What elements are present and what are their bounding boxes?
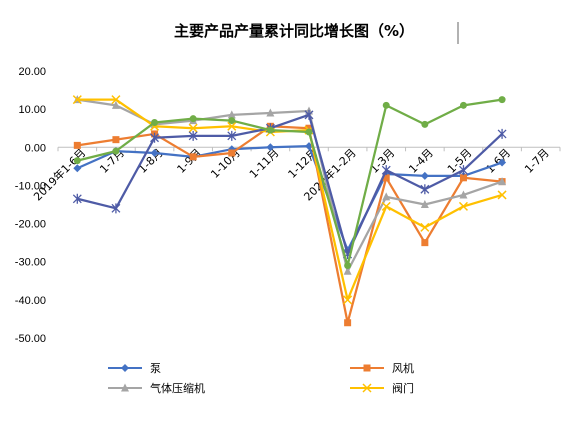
data-point bbox=[382, 101, 390, 109]
legend-item: 气体压缩机 bbox=[108, 381, 205, 395]
data-point bbox=[266, 143, 275, 152]
data-point bbox=[73, 164, 82, 173]
x-tick-label: 1-11月 bbox=[247, 146, 282, 181]
data-point bbox=[189, 115, 197, 123]
data-point bbox=[459, 101, 467, 109]
x-tick-label: 1-7月 bbox=[522, 146, 552, 176]
series-line bbox=[77, 98, 503, 301]
data-point bbox=[72, 193, 82, 204]
data-point bbox=[420, 222, 430, 232]
legend-item: 风机 bbox=[350, 361, 414, 375]
y-tick-label: 20.00 bbox=[18, 66, 46, 78]
data-point bbox=[189, 153, 197, 161]
y-tick-label: -50.00 bbox=[15, 333, 46, 345]
data-point bbox=[112, 136, 120, 144]
data-point bbox=[121, 364, 129, 372]
y-tick-label: -40.00 bbox=[15, 295, 46, 307]
series-line bbox=[77, 113, 503, 256]
legend-item: 泵 bbox=[108, 362, 161, 375]
y-tick-label: 10.00 bbox=[18, 104, 46, 116]
data-point bbox=[72, 95, 82, 105]
y-tick-label: -10.00 bbox=[15, 180, 46, 192]
series-line bbox=[77, 98, 503, 273]
series-line bbox=[76, 145, 503, 252]
data-point bbox=[498, 177, 507, 186]
legend-label: 气体压缩机 bbox=[150, 381, 205, 395]
chart-title: 主要产品产量累计同比增长图（%） bbox=[174, 22, 414, 40]
data-point bbox=[362, 383, 372, 393]
x-tick-label: 1-9月 bbox=[175, 146, 205, 176]
x-tick-label: 1-6月 bbox=[484, 146, 514, 176]
data-point bbox=[121, 383, 129, 392]
legend-label: 风机 bbox=[392, 361, 414, 375]
data-point bbox=[497, 190, 507, 200]
data-point bbox=[305, 142, 313, 151]
y-tick-label: -30.00 bbox=[15, 257, 46, 269]
data-point bbox=[150, 132, 159, 143]
legend-item: 阀门 bbox=[350, 381, 414, 395]
data-point bbox=[188, 130, 198, 141]
data-point bbox=[421, 120, 429, 128]
data-point bbox=[381, 201, 391, 211]
data-point bbox=[420, 200, 429, 208]
data-point bbox=[266, 126, 274, 134]
data-point bbox=[344, 262, 352, 270]
data-point bbox=[112, 147, 120, 155]
data-point bbox=[304, 109, 314, 120]
data-point bbox=[227, 130, 237, 141]
data-point bbox=[227, 110, 236, 119]
data-point bbox=[381, 165, 391, 176]
data-point bbox=[421, 239, 429, 247]
data-point bbox=[227, 121, 237, 131]
data-point bbox=[73, 157, 81, 165]
legend-label: 泵 bbox=[150, 362, 161, 375]
data-point bbox=[111, 203, 121, 214]
data-point bbox=[382, 174, 390, 182]
series-line bbox=[77, 98, 503, 267]
legend-label: 阀门 bbox=[392, 381, 414, 395]
data-point bbox=[305, 128, 313, 136]
data-point bbox=[228, 149, 236, 157]
data-point bbox=[459, 190, 468, 199]
y-tick-label: -20.00 bbox=[15, 219, 46, 231]
data-point bbox=[363, 364, 371, 372]
data-point bbox=[420, 171, 429, 180]
data-point bbox=[497, 128, 507, 139]
series-4 bbox=[72, 109, 507, 260]
data-point bbox=[111, 95, 121, 105]
data-point bbox=[343, 295, 353, 305]
x-tick-label: 1-8月 bbox=[136, 146, 166, 176]
data-point bbox=[420, 184, 430, 195]
series-line bbox=[77, 125, 503, 324]
data-point bbox=[111, 100, 120, 109]
data-point bbox=[459, 165, 468, 176]
series-0 bbox=[73, 142, 507, 255]
data-point bbox=[459, 174, 467, 182]
x-tick-label: 1-4月 bbox=[406, 146, 436, 176]
data-point bbox=[498, 96, 506, 104]
data-point bbox=[305, 124, 313, 132]
data-point bbox=[344, 319, 352, 327]
series-5 bbox=[73, 96, 506, 270]
data-point bbox=[266, 108, 275, 117]
data-point bbox=[382, 192, 391, 201]
data-point bbox=[498, 158, 507, 167]
data-point bbox=[343, 266, 352, 275]
data-point bbox=[151, 118, 159, 126]
y-tick-label: 0.00 bbox=[25, 142, 46, 154]
data-point bbox=[458, 201, 468, 211]
data-point bbox=[188, 123, 198, 133]
data-point bbox=[150, 149, 159, 158]
data-point bbox=[228, 117, 236, 125]
data-point bbox=[73, 141, 81, 149]
